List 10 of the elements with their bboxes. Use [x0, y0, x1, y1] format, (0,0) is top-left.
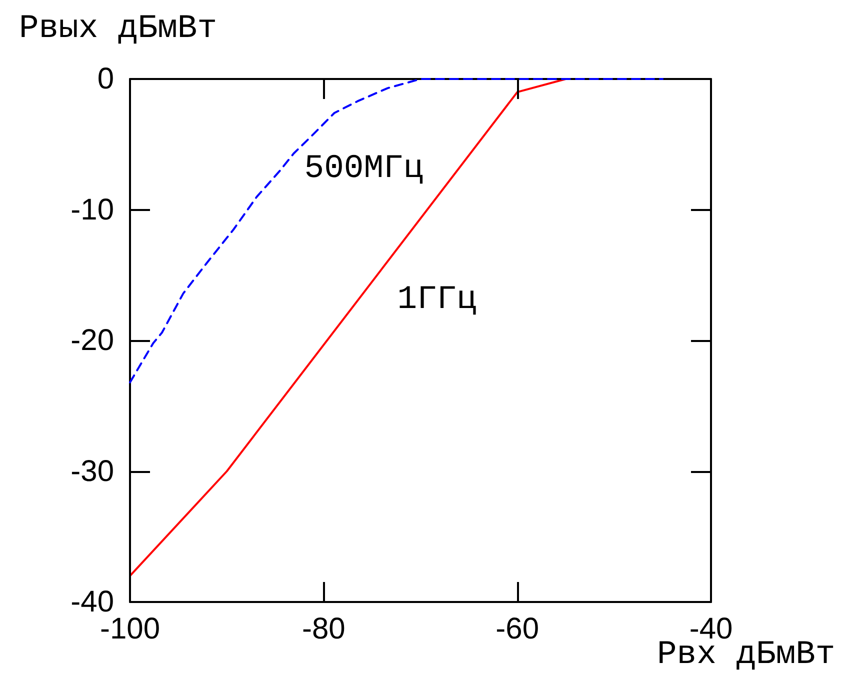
x-tick-label: -60 — [496, 612, 540, 646]
y-tick-label: -20 — [70, 324, 114, 357]
series-label: 500МГц — [304, 150, 424, 188]
y-tick-label: -10 — [70, 193, 114, 226]
series-label: 1ГГц — [397, 280, 477, 318]
y-tick-label: -30 — [70, 454, 114, 488]
line-series — [129, 78, 664, 384]
y-tick-label: 0 — [97, 62, 114, 96]
x-tick-label: -80 — [302, 612, 346, 646]
y-axis-title: Рвых дБмВт — [18, 10, 218, 47]
